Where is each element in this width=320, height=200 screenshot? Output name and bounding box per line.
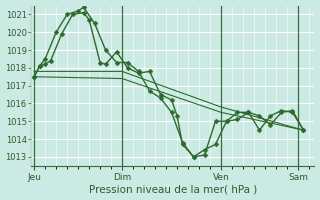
X-axis label: Pression niveau de la mer( hPa ): Pression niveau de la mer( hPa )	[89, 184, 257, 194]
